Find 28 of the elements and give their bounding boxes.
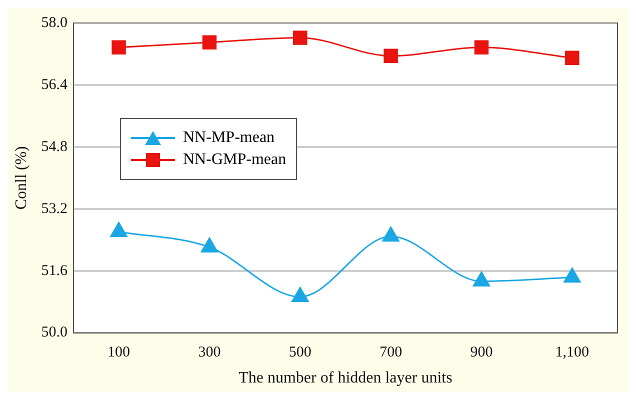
point — [382, 226, 400, 242]
legend-label: NN-MP-mean — [183, 129, 275, 147]
y-tick-label: 51.6 — [41, 262, 68, 279]
point — [564, 268, 581, 283]
legend-label: NN-GMP-mean — [183, 151, 286, 169]
y-tick-label: 56.4 — [41, 76, 68, 93]
y-tick-label: 58.0 — [41, 14, 68, 31]
point — [110, 222, 128, 237]
point — [292, 287, 309, 302]
point — [293, 30, 308, 45]
point — [384, 48, 398, 64]
y-tick-label: 50.0 — [41, 324, 68, 341]
x-tick-label: 1,100 — [555, 344, 590, 361]
x-tick-label: 900 — [470, 344, 493, 361]
point — [565, 50, 580, 65]
x-tick-label: 300 — [198, 344, 221, 361]
point — [474, 40, 489, 55]
x-axis-title: The number of hidden layer units — [238, 370, 452, 387]
x-tick-label: 100 — [108, 344, 130, 361]
x-tick-label: 700 — [380, 344, 402, 361]
point — [112, 40, 126, 55]
y-tick-label: 53.2 — [41, 200, 68, 217]
point — [202, 35, 217, 50]
point — [472, 272, 490, 287]
x-tick-label: 500 — [288, 344, 312, 361]
y-axis-title: Conll (%) — [12, 146, 30, 210]
point — [200, 237, 218, 252]
y-tick-label: 54.8 — [41, 138, 68, 155]
